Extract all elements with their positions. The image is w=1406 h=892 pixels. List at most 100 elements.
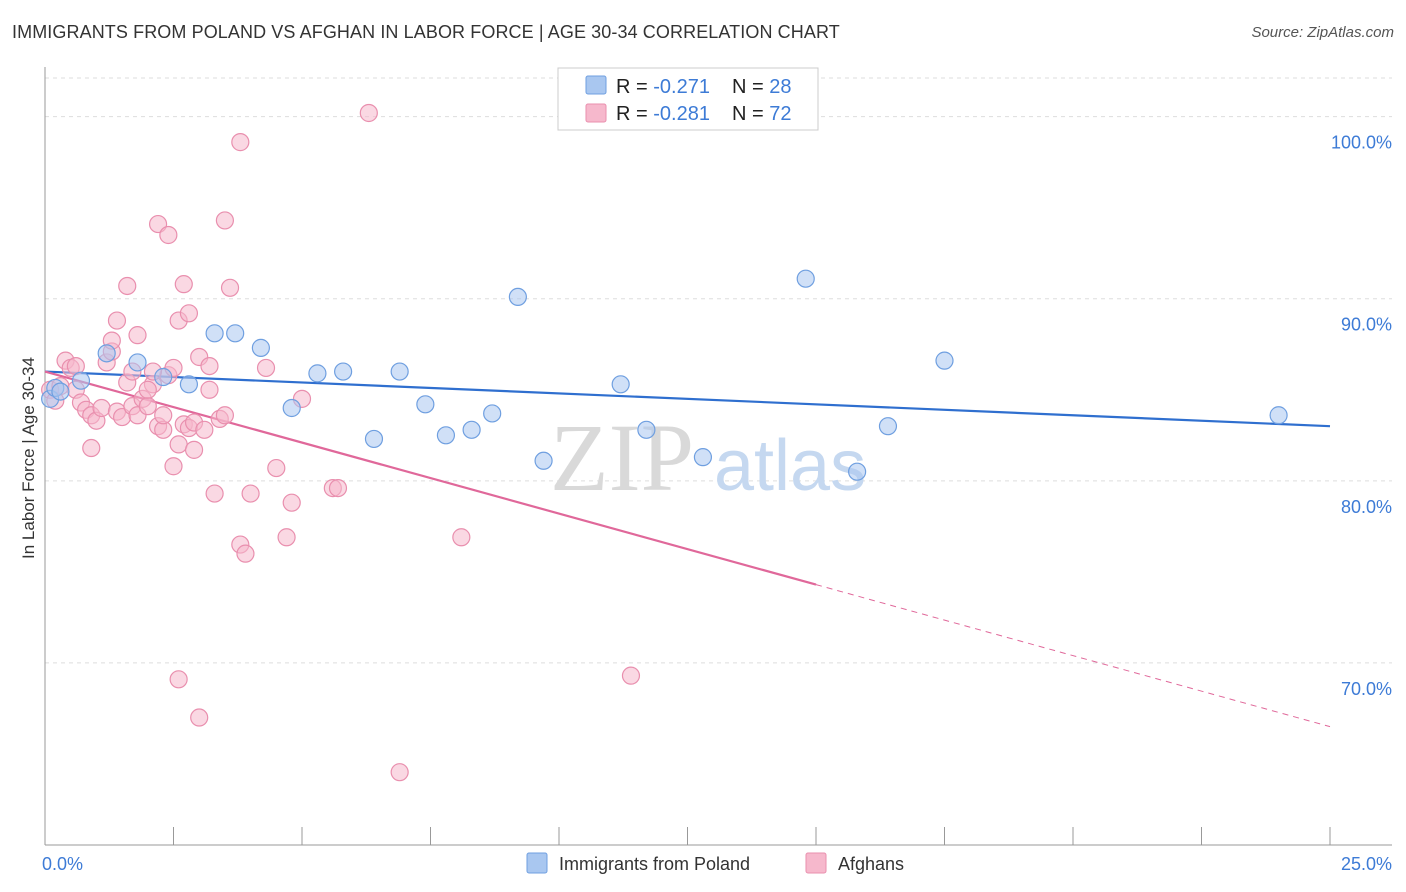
legend-r-value: -0.271 [653,76,710,98]
afghan-point [359,103,378,123]
afghan-point [195,420,214,439]
poland-point [637,420,656,439]
legend-r-label: R = [616,103,653,125]
poland-point [226,324,245,343]
poland-point [308,364,327,383]
afghan-point [205,484,224,503]
afghan-point [215,211,234,230]
bottom-legend-label-poland: Immigrants from Poland [559,854,750,874]
legend-n-value: 72 [769,103,791,125]
poland-point [462,420,481,439]
poland-point [334,362,353,381]
afghan-point [277,528,296,547]
afghan-trend-line [44,370,817,586]
poland-point [416,395,435,414]
poland-point [251,338,270,357]
y-tick-label: 100.0% [1331,133,1392,153]
bottom-legend-label-afghans: Afghans [838,854,904,874]
y-axis-title: In Labor Force | Age 30-34 [19,357,38,559]
x-tick-label: 25.0% [1341,854,1392,874]
afghan-point [154,406,173,425]
poland-point [436,426,456,445]
afghan-point [174,275,193,294]
poland-point [71,371,91,390]
poland-point [1269,406,1288,425]
afghan-point [282,493,301,512]
points-layer [41,103,1288,782]
afghan-point [169,435,188,454]
chart-title: IMMIGRANTS FROM POLAND VS AFGHAN IN LABO… [12,22,840,42]
poland-point [878,417,898,436]
poland-point [508,287,527,306]
afghan-point [241,484,260,503]
afghan-point [138,397,157,416]
poland-point [611,375,630,394]
poland-point [154,367,173,387]
afghan-point [92,398,111,418]
afghan-point [82,438,101,458]
y-tick-label: 80.0% [1341,497,1392,517]
legend-r-label-1: R = -0.281 [616,103,710,125]
bottom-legend: Immigrants from Poland Afghans [526,852,904,874]
watermark: ZIP atlas [550,404,866,511]
poland-point [534,451,553,470]
afghan-point [169,670,188,689]
legend-box: R = -0.271 N = 28 R = -0.281 N = 72 [557,67,819,131]
poland-point [364,429,384,449]
poland-trend-line [44,370,1331,428]
afghan-point [220,278,240,297]
poland-point [179,375,199,394]
legend-r-label-0: R = -0.271 [616,76,710,98]
tick-labels: 100.0% 90.0% 80.0% 70.0% 0.0% 25.0% [42,133,1392,874]
afghan-point [118,276,137,296]
afghan-point [164,457,183,476]
bottom-legend-swatch-poland [526,852,548,874]
watermark-atlas: atlas [714,426,866,506]
afghan-trend-line-extrapolated [815,584,1331,728]
afghan-point [200,356,219,376]
legend-n-label-1: N = 72 [732,103,792,125]
afghan-point [190,708,209,727]
legend-r-label: R = [616,76,653,98]
poland-point [796,269,815,288]
poland-point [51,382,70,401]
afghan-point [236,544,255,563]
grid-layer [45,77,1392,664]
poland-point [97,344,116,363]
poland-point [128,353,147,372]
legend-n-value: 28 [769,76,791,98]
x-tick-label: 0.0% [42,854,83,874]
poland-point [282,398,301,418]
afghan-point [107,311,127,330]
legend-n-label: N = [732,103,769,125]
poland-point [390,362,409,381]
afghan-point [267,458,286,478]
y-tick-label: 90.0% [1341,315,1392,335]
afghan-point [621,666,641,685]
afghan-point [184,440,204,459]
afghan-point [390,763,409,782]
legend-swatch-blue [585,75,607,95]
afghan-point [256,358,276,378]
poland-point [693,448,713,467]
trend-layer [44,370,1331,728]
afghan-point [138,380,157,399]
poland-point [205,324,224,343]
legend-swatch-pink [585,103,607,123]
afghan-point [159,225,178,245]
afghan-point [231,133,250,152]
legend-n-label-0: N = 28 [732,76,792,98]
poland-point [935,351,954,370]
source-label: Source: ZipAtlas.com [1251,24,1394,41]
afghan-point [452,528,471,547]
afghan-point [200,380,219,399]
legend-r-value: -0.281 [653,103,710,125]
bottom-legend-swatch-afghans [805,852,827,874]
axis-layer [44,67,1392,846]
afghan-point [179,304,199,323]
afghan-point [128,326,147,345]
y-tick-label: 70.0% [1341,679,1392,699]
watermark-zip: ZIP [550,404,694,511]
legend-n-label: N = [732,76,769,98]
